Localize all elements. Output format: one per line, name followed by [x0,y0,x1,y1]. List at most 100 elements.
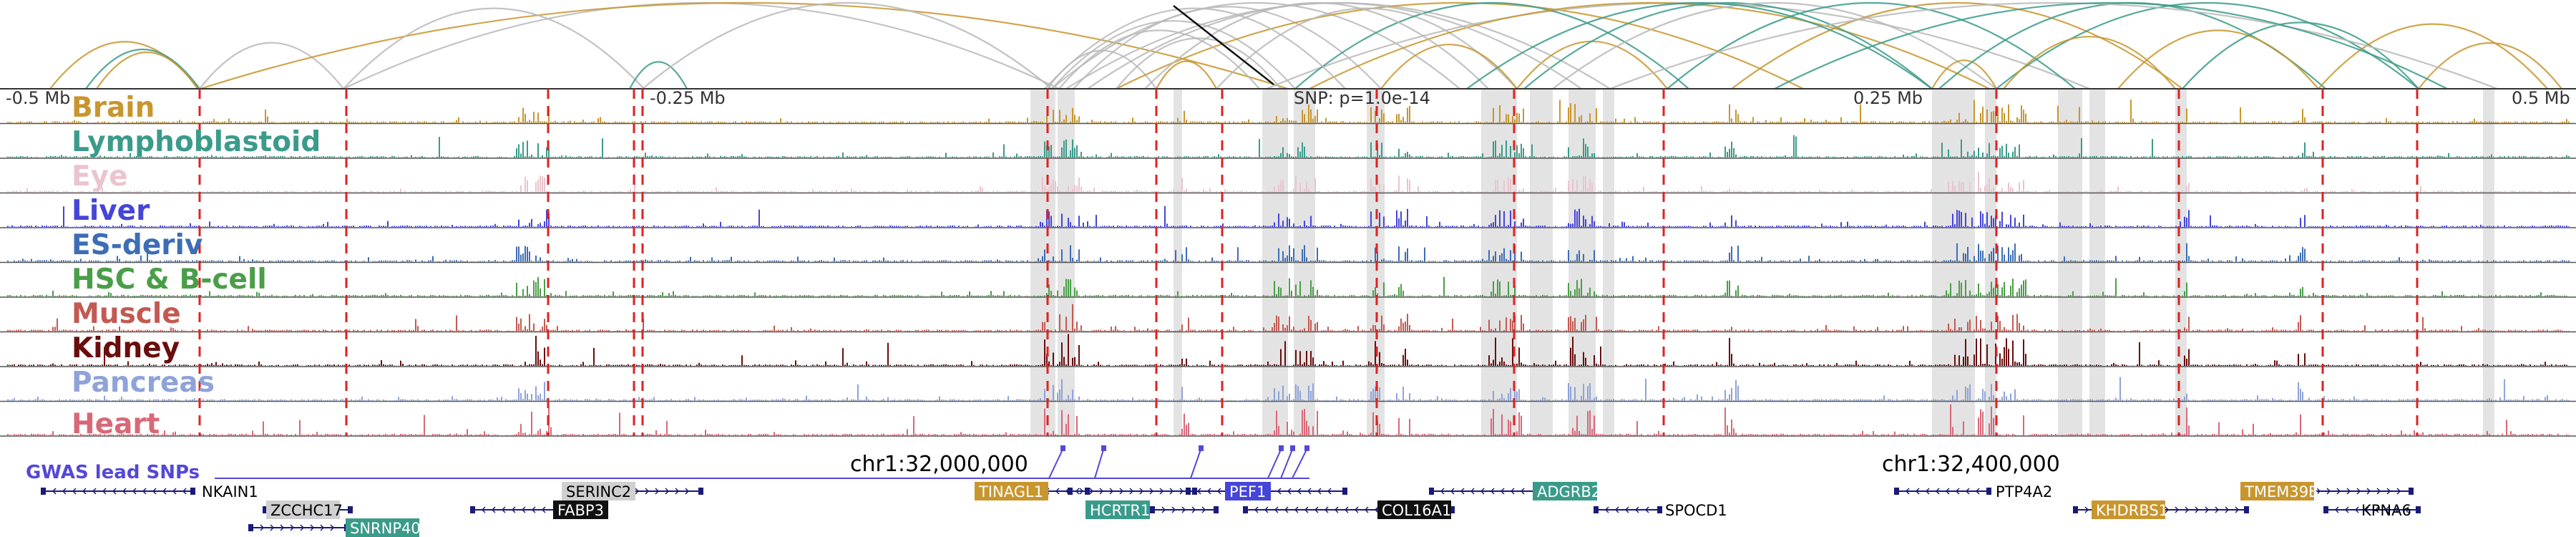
interaction-arc [1938,1,2326,90]
gene-spocd1[interactable]: SPOCD1 [1665,502,1727,519]
axis-right-label: 0.5 Mb [2512,88,2570,108]
gene-fabp3[interactable]: FABP3 [553,500,608,519]
track-label-brain: Brain [72,92,155,124]
snp-connector [1267,449,1282,479]
track-label-liver: Liver [72,195,150,227]
axis-right-mid-label: 0.25 Mb [1853,88,1923,108]
interaction-arc [1073,6,1382,90]
interaction-arc [1266,1,2090,90]
gene-model [248,524,349,531]
interaction-arc [1667,2,2076,90]
interaction-arc [199,42,344,90]
interaction-arc [1931,59,1997,90]
gene-zcchc17[interactable]: ZCCHC17 [266,500,343,519]
snp-marker[interactable] [1290,445,1295,451]
interaction-arc [1058,29,1260,90]
snp-marker[interactable] [1279,445,1284,451]
gene-snrnp40[interactable]: SNRNP40 [346,518,421,537]
interaction-arc [1731,1,2183,90]
snp-marker[interactable] [1304,445,1309,451]
gene-label: KPNA6 [2361,502,2411,519]
gene-label: TMEM39B [2244,483,2318,500]
interaction-arc [2318,23,2548,90]
gene-kpna6[interactable]: KPNA6 [2361,502,2411,519]
gene-tmem39b[interactable]: TMEM39B [2240,482,2318,500]
interaction-arc [1774,1,2448,90]
gene-pef1[interactable]: PEF1 [1225,482,1271,500]
axis-left-label: -0.5 Mb [6,88,70,108]
coordinate-label-left: chr1:32,000,000 [850,452,1028,477]
interaction-arc [1044,7,1346,90]
gene-ptp4a2[interactable]: PTP4A2 [1996,483,2052,500]
gene-nkain1[interactable]: NKAIN1 [202,483,258,500]
snp-marker[interactable] [1101,445,1106,451]
gene-model [41,488,195,495]
gene-model [1894,488,1991,495]
track-label-pancreas: Pancreas [72,367,215,399]
snp-marker[interactable] [1060,445,1065,451]
interaction-arc [642,2,1053,90]
gene-label-box [553,500,608,519]
gene-label-box [975,482,1048,500]
gene-label: COL16A1 [1382,502,1451,519]
track-label-heart: Heart [72,408,160,440]
highlighted-arc-segment [1173,5,1274,85]
gene-label-box [266,500,340,519]
track-label-eye: Eye [72,160,128,193]
interaction-arc [1523,2,1933,90]
gene-labels: NKAIN1 ZCCHC17 SERINC2 FABP3 SNRNP40 TINAGL1 H… [202,482,2411,537]
gene-label: HCRTR1 [1090,502,1150,519]
track-labels: Brain Lymphoblastoid Eye Liver ES-deriv … [72,92,321,440]
gene-model [1150,506,1219,513]
gene-tinagl1[interactable]: TINAGL1 [975,482,1048,500]
snp-marker[interactable] [1199,445,1204,451]
interaction-arc [2003,36,2176,90]
interaction-arc [1144,2,1489,90]
gene-label: FABP3 [557,502,604,519]
interaction-arc [200,1,1289,90]
interaction-arcs [49,1,2562,90]
axis-center-label: SNP: p=1.0e-14 [1294,88,1430,108]
interaction-arc [1116,37,1282,90]
gene-label: SNRNP40 [350,520,421,537]
interaction-arc [96,52,198,90]
gene-label: TINAGL1 [978,483,1043,500]
interaction-arc [1552,1,1997,90]
gene-model [470,506,560,513]
signal-bars [7,135,2570,158]
gene-label: KHDRBS1 [2096,502,2168,519]
signal-track-heart [7,404,2570,435]
interaction-arc [85,48,200,90]
gene-khdrbs1[interactable]: KHDRBS1 [2092,500,2168,519]
track-label-kidney: Kidney [72,332,180,364]
gene-serinc2[interactable]: SERINC2 [562,482,635,500]
gene-label-box [1377,500,1451,519]
track-label-lymphoblastoid: Lymphoblastoid [72,126,321,158]
snp-connector [1190,449,1201,479]
gene-col16a1[interactable]: COL16A1 [1377,500,1451,519]
track-label-hsc-bcell: HSC & B-cell [72,263,267,296]
interaction-arc [1996,2,2419,90]
signal-bars [7,404,2570,435]
gene-label-box [1085,500,1150,519]
interaction-arc [1294,1,1689,90]
track-label-es-deriv: ES-deriv [72,229,203,261]
gene-hcrtr1[interactable]: HCRTR1 [1085,500,1150,519]
signal-track-lymphoblastoid [7,135,2570,158]
coordinate-label-right: chr1:32,400,000 [1882,452,2060,477]
interaction-arc [2182,21,2419,90]
signal-track-hsc-b-cell [7,276,2570,296]
gene-label: SPOCD1 [1665,502,1727,519]
interaction-arc [2418,42,2562,90]
gene-model [1594,506,1662,513]
gwas-row: GWAS lead SNPs chr1:32,000,000 chr1:32,4… [26,445,2060,483]
gene-label: ADGRB2 [1537,483,1601,500]
gene-adgrb2[interactable]: ADGRB2 [1533,482,1601,500]
interaction-arc [1466,1,1933,90]
gwas-label: GWAS lead SNPs [26,462,200,483]
axis-labels: -0.5 Mb -0.25 Mb SNP: p=1.0e-14 0.25 Mb … [6,88,2570,108]
track-label-muscle: Muscle [72,298,181,330]
gene-label: PTP4A2 [1996,483,2052,500]
